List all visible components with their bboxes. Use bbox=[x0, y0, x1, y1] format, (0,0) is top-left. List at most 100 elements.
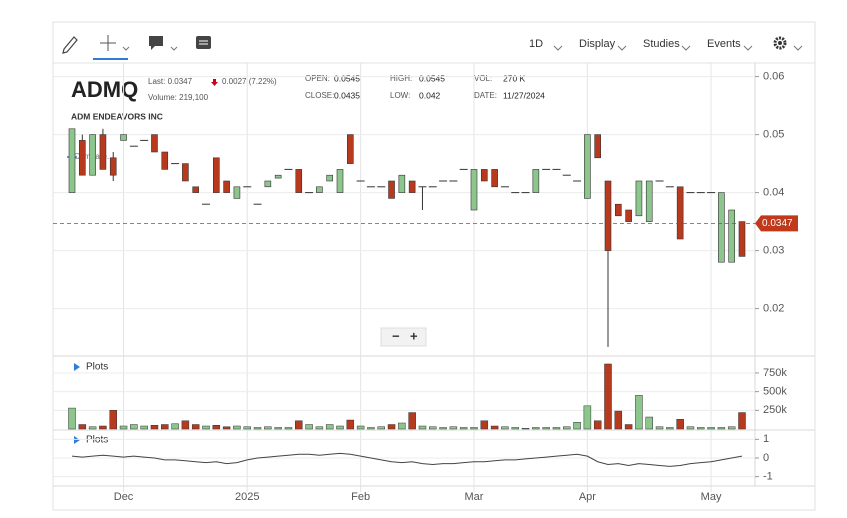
volume-bar bbox=[686, 426, 695, 430]
field-label: OPEN: bbox=[305, 74, 330, 83]
volume-bar bbox=[284, 427, 293, 430]
volume-bar bbox=[563, 426, 571, 430]
volume-bar bbox=[315, 426, 324, 430]
candle-body bbox=[161, 151, 169, 170]
volume-bar bbox=[346, 419, 355, 430]
candle-body bbox=[99, 134, 107, 170]
candle-body bbox=[120, 134, 127, 141]
volume-bar bbox=[264, 426, 272, 430]
volume-bar bbox=[140, 425, 148, 430]
candle-body bbox=[233, 186, 241, 199]
candle-body bbox=[316, 186, 323, 193]
volume-bar bbox=[697, 427, 705, 430]
volume-bar bbox=[78, 424, 87, 430]
volume-bar bbox=[295, 420, 303, 430]
crosshair-tool[interactable] bbox=[93, 35, 130, 60]
volume-bar bbox=[666, 427, 674, 430]
settings[interactable] bbox=[773, 36, 803, 51]
candle-body bbox=[264, 180, 272, 188]
volume-bar bbox=[542, 427, 550, 430]
zoom-control bbox=[380, 327, 427, 347]
x-tick-label: Feb bbox=[351, 491, 370, 503]
price-change: 0.0027 (7.22%) bbox=[222, 77, 277, 86]
volume-bar bbox=[676, 419, 684, 430]
y-tick-label: 500k bbox=[763, 386, 787, 398]
volume-bar bbox=[99, 425, 107, 430]
volume-bar bbox=[171, 423, 179, 430]
interval-menu[interactable]: 1D bbox=[529, 38, 543, 50]
y-tick-label: 0.02 bbox=[763, 303, 784, 315]
last-price-tag bbox=[755, 215, 798, 232]
volume-bar bbox=[377, 426, 385, 430]
volume-bar bbox=[439, 427, 447, 430]
volume-bar bbox=[398, 422, 406, 430]
table-tool[interactable] bbox=[196, 36, 211, 49]
x-tick-label: May bbox=[701, 491, 722, 503]
field-label: VOL: bbox=[474, 74, 492, 83]
volume-bar bbox=[191, 424, 200, 430]
volume-bar bbox=[68, 407, 76, 430]
chevron bbox=[553, 45, 563, 51]
x-tick-label: 2025 bbox=[235, 491, 259, 503]
volume-bar bbox=[635, 395, 643, 430]
candle-body bbox=[470, 169, 478, 211]
candle-body bbox=[109, 157, 117, 176]
x-tick-label: Dec bbox=[114, 491, 134, 503]
candle-body bbox=[347, 134, 354, 164]
volume-bar bbox=[552, 427, 561, 430]
y-tick-label: 750k bbox=[763, 367, 787, 379]
volume-bar bbox=[521, 428, 530, 430]
zoom-in[interactable]: + bbox=[410, 328, 418, 343]
field-value: 0.042 bbox=[419, 90, 441, 100]
volume-bar bbox=[655, 426, 664, 430]
volume-bar bbox=[119, 425, 128, 430]
volume-bar bbox=[604, 363, 612, 430]
volume-bar bbox=[212, 425, 221, 430]
y-tick-label: 1 bbox=[763, 433, 769, 445]
panel-title: Plots bbox=[86, 362, 108, 373]
menu[interactable]: Events bbox=[707, 38, 741, 50]
candle-body bbox=[79, 140, 86, 176]
candle-body bbox=[295, 169, 303, 193]
field-value: 270 K bbox=[503, 73, 526, 83]
field-label: HIGH: bbox=[390, 74, 412, 83]
menu[interactable]: Studies bbox=[643, 38, 680, 50]
chevron bbox=[743, 45, 753, 51]
candle-body bbox=[223, 180, 230, 193]
x-tick-label: Apr bbox=[579, 491, 596, 503]
candle-body bbox=[192, 186, 199, 193]
field-value: 11/27/2024 bbox=[503, 90, 545, 100]
candle-body bbox=[738, 221, 746, 257]
candle-body bbox=[408, 180, 416, 193]
y-tick-label: 250k bbox=[763, 404, 787, 416]
candle-body bbox=[635, 180, 643, 217]
panel-title: Plots bbox=[86, 435, 108, 446]
zoom-out[interactable]: − bbox=[392, 328, 400, 343]
draw-tool[interactable] bbox=[62, 36, 78, 54]
candle-body bbox=[604, 180, 612, 251]
volume-bar bbox=[459, 427, 468, 430]
candle-body bbox=[491, 169, 498, 188]
candle-body bbox=[728, 209, 735, 263]
comment-tool[interactable] bbox=[149, 36, 178, 51]
volume-bar bbox=[614, 410, 623, 430]
field-label: DATE: bbox=[474, 91, 497, 100]
candle-body bbox=[336, 169, 344, 193]
down-arrow bbox=[211, 79, 218, 86]
expand-icon bbox=[74, 363, 80, 371]
menu[interactable]: Display bbox=[579, 38, 616, 50]
volume-bar bbox=[222, 426, 231, 430]
oscillator-line bbox=[71, 452, 743, 467]
volume-bar bbox=[738, 412, 746, 430]
y-tick-label: 0.06 bbox=[763, 71, 784, 83]
company-name: ADM ENDEAVORS INC bbox=[71, 111, 163, 121]
y-tick-label: 0 bbox=[763, 452, 769, 464]
volume-bar bbox=[593, 420, 602, 430]
candle-body bbox=[676, 186, 684, 240]
field-value: 0.0435 bbox=[334, 90, 360, 100]
volume-bar bbox=[367, 427, 375, 430]
last-price-label: 0.0347 bbox=[762, 218, 793, 229]
candle-body bbox=[326, 174, 333, 182]
candle-body bbox=[718, 192, 725, 263]
volume-bar bbox=[150, 425, 159, 430]
